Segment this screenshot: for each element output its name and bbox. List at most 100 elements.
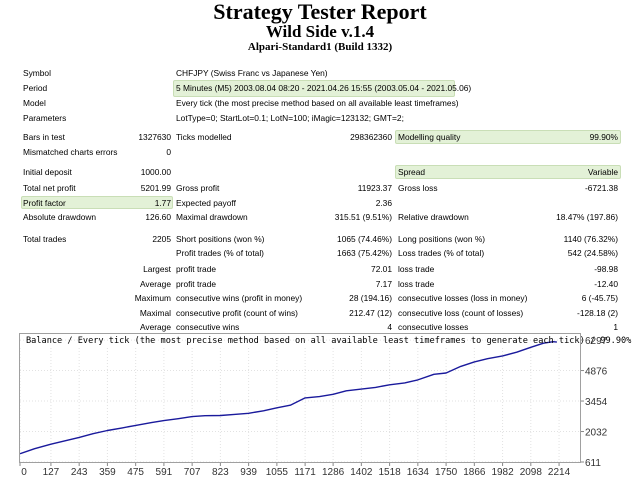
maximal-label: Maximal [139, 308, 171, 318]
net-profit-label: Total net profit [23, 183, 76, 193]
gross-loss-value: -6721.38 [584, 183, 618, 193]
max-consecutive-wins-label: consecutive wins (profit in money) [176, 293, 303, 303]
bars-label: Bars in test [23, 132, 65, 142]
spread-value: Variable [587, 167, 618, 177]
profit-factor-highlight [21, 196, 173, 209]
spread-label: Spread [398, 167, 426, 177]
y-tick-label: 4876 [585, 367, 608, 378]
model-label: Model [23, 98, 46, 108]
x-tick-label: 1982 [491, 467, 514, 478]
x-tick-label: 1055 [266, 467, 289, 478]
average-consecutive-losses-value: 1 [613, 322, 618, 332]
gross-loss-label: Gross loss [398, 183, 438, 193]
profit-factor-value: 1.77 [154, 198, 171, 208]
x-tick-label: 127 [43, 467, 60, 478]
symbol-value: CHFJPY (Swiss Franc vs Japanese Yen) [176, 68, 328, 78]
maximal-consecutive-loss-value: -128.18 (2) [577, 308, 618, 318]
balance-line [20, 341, 557, 455]
average-consecutive-wins-value: 4 [387, 322, 392, 332]
bars-value: 1327630 [138, 132, 171, 142]
y-tick-label: 2032 [585, 428, 608, 439]
total-trades-label: Total trades [23, 234, 67, 244]
average-loss-value: -12.40 [594, 279, 618, 289]
x-tick-label: 1402 [350, 467, 373, 478]
y-tick-label: 611 [585, 458, 601, 469]
x-tick-label: 1634 [407, 467, 430, 478]
x-tick-label: 359 [99, 467, 116, 478]
max-consecutive-losses-label: consecutive losses (loss in money) [398, 293, 528, 303]
period-highlight [173, 80, 455, 97]
y-tick-label: 3454 [585, 397, 608, 408]
expected-payoff-label: Expected payoff [176, 198, 236, 208]
x-tick-label: 591 [156, 467, 173, 478]
x-tick-label: 1286 [322, 467, 345, 478]
model-value: Every tick (the most precise method base… [176, 98, 459, 108]
profit-trades-value: 1663 (75.42%) [337, 248, 392, 258]
loss-trades-label: Loss trades (% of total) [398, 248, 485, 258]
largest-profit-label: profit trade [176, 264, 217, 274]
maximal-drawdown-value: 315.51 (9.51%) [334, 212, 392, 222]
max-consecutive-losses-value: 6 (-45.75) [581, 293, 618, 303]
maximum-label: Maximum [134, 293, 171, 303]
net-profit-value: 5201.99 [140, 183, 171, 193]
modelling-quality-highlight [395, 130, 621, 144]
x-tick-label: 1518 [378, 467, 401, 478]
x-tick-label: 1750 [435, 467, 458, 478]
profit-trades-label: Profit trades (% of total) [176, 248, 264, 258]
long-positions-value: 1140 (76.32%) [563, 234, 618, 244]
maximal-consecutive-loss-label: consecutive loss (count of losses) [398, 308, 524, 318]
largest-loss-label: loss trade [398, 264, 435, 274]
x-tick-label: 2098 [520, 467, 543, 478]
average-label: Average [139, 279, 171, 289]
average-consecutive-label: Average [139, 322, 171, 332]
x-tick-label: 707 [184, 467, 201, 478]
relative-drawdown-label: Relative drawdown [398, 212, 469, 222]
x-tick-label: 2214 [548, 467, 571, 478]
x-tick-label: 1171 [294, 467, 316, 478]
largest-profit-value: 72.01 [371, 264, 392, 274]
x-tick-label: 823 [212, 467, 229, 478]
short-positions-label: Short positions (won %) [176, 234, 265, 244]
absolute-drawdown-value: 126.60 [145, 212, 171, 222]
largest-loss-value: -98.98 [594, 264, 618, 274]
average-consecutive-wins-label: consecutive wins [176, 322, 240, 332]
loss-trades-value: 542 (24.58%) [567, 248, 618, 258]
maximal-consecutive-profit-value: 212.47 (12) [349, 308, 392, 318]
profit-factor-label: Profit factor [23, 198, 66, 208]
balance-chart-svg [20, 334, 580, 462]
gross-profit-value: 11923.37 [357, 183, 392, 193]
ticks-label: Ticks modelled [176, 132, 232, 142]
short-positions-value: 1065 (74.46%) [337, 234, 392, 244]
ticks-value: 298362360 [350, 132, 392, 142]
largest-label: Largest [143, 264, 171, 274]
average-profit-label: profit trade [176, 279, 217, 289]
period-label: Period [23, 83, 48, 93]
expected-payoff-value: 2.36 [375, 198, 392, 208]
parameters-value: LotType=0; StartLot=0.1; LotN=100; iMagi… [176, 113, 404, 123]
long-positions-label: Long positions (won %) [398, 234, 486, 244]
ea-name: Wild Side v.1.4 [265, 22, 375, 41]
absolute-drawdown-label: Absolute drawdown [23, 212, 97, 222]
quality-value: 99.90% [589, 132, 618, 142]
gross-profit-label: Gross profit [176, 183, 220, 193]
x-tick-label: 0 [21, 467, 27, 478]
chart-title: Balance / Every tick (the most precise m… [26, 336, 632, 346]
plot-background [20, 334, 580, 462]
max-consecutive-wins-value: 28 (194.16) [349, 293, 392, 303]
average-profit-value: 7.17 [375, 279, 392, 289]
symbol-label: Symbol [23, 68, 51, 78]
deposit-label: Initial deposit [23, 167, 72, 177]
quality-label: Modelling quality [398, 132, 461, 142]
parameters-label: Parameters [23, 113, 67, 123]
x-tick-label: 475 [127, 467, 144, 478]
x-tick-label: 939 [240, 467, 257, 478]
period-value: 5 Minutes (M5) 2003.08.04 08:20 - 2021.0… [176, 83, 472, 93]
deposit-value: 1000.00 [140, 167, 171, 177]
mismatch-value: 0 [166, 147, 171, 157]
balance-chart: Balance / Every tick (the most precise m… [19, 333, 631, 463]
maximal-drawdown-label: Maximal drawdown [176, 212, 248, 222]
average-loss-label: loss trade [398, 279, 435, 289]
total-trades-value: 2205 [152, 234, 171, 244]
spread-highlight [395, 165, 621, 179]
mismatch-label: Mismatched charts errors [23, 147, 118, 157]
